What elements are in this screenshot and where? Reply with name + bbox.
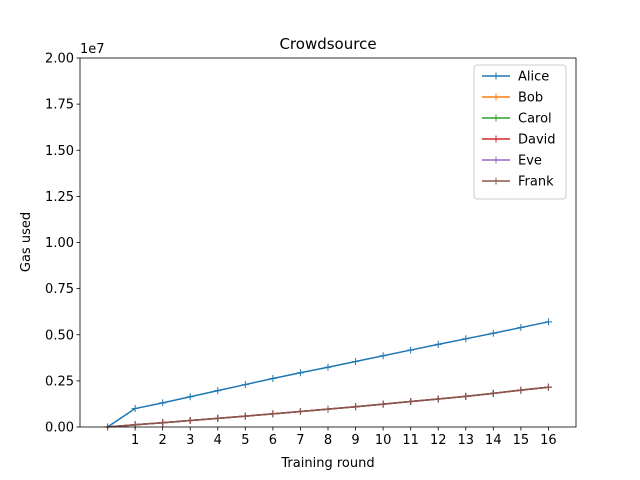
legend-box xyxy=(473,64,567,200)
y-tick-label: 0.50 xyxy=(45,328,74,343)
legend-item-frank: Frank xyxy=(482,175,554,190)
data-point-frank xyxy=(517,386,525,394)
data-point-frank xyxy=(352,403,360,411)
data-point-frank xyxy=(379,400,387,408)
data-point-alice xyxy=(159,399,167,407)
data-point-alice xyxy=(544,318,552,326)
data-point-alice xyxy=(241,381,249,389)
data-point-frank xyxy=(407,398,415,406)
x-tick-label: 5 xyxy=(241,433,249,448)
x-tick-label: 11 xyxy=(402,433,419,448)
x-tick-label: 15 xyxy=(513,433,530,448)
data-point-alice xyxy=(517,324,525,332)
y-axis-offset-text: 1e7 xyxy=(80,42,105,57)
legend-item-david: David xyxy=(482,133,556,148)
legend-marker-david xyxy=(492,135,500,143)
x-tick-label: 7 xyxy=(296,433,304,448)
x-tick-label: 4 xyxy=(214,433,222,448)
data-point-alice xyxy=(434,340,442,348)
y-tick-label: 2.00 xyxy=(45,52,74,67)
data-point-frank xyxy=(489,389,497,397)
data-point-alice xyxy=(489,329,497,337)
legend-label-bob: Bob xyxy=(518,91,543,106)
y-tick-label: 1.75 xyxy=(45,98,74,113)
data-point-alice xyxy=(407,346,415,354)
x-axis-label: Training round xyxy=(280,456,374,471)
x-tick-label: 1 xyxy=(131,433,139,448)
legend-label-carol: Carol xyxy=(518,112,552,127)
x-tick-label: 12 xyxy=(430,433,447,448)
legend-item-alice: Alice xyxy=(482,70,549,85)
legend-item-carol: Carol xyxy=(482,112,552,127)
legend-item-bob: Bob xyxy=(482,91,543,106)
data-point-frank xyxy=(462,392,470,400)
y-tick-label: 0.00 xyxy=(45,421,74,436)
y-axis-label: Gas used xyxy=(19,212,34,272)
chart-title: Crowdsource xyxy=(279,35,376,53)
x-tick-label: 16 xyxy=(540,433,557,448)
y-tick-label: 0.75 xyxy=(45,282,74,297)
y-tick-label: 0.25 xyxy=(45,374,74,389)
legend-label-alice: Alice xyxy=(518,70,549,85)
data-point-frank xyxy=(159,419,167,427)
data-point-alice xyxy=(214,387,222,395)
y-tick-label: 1.50 xyxy=(45,144,74,159)
x-tick-label: 3 xyxy=(186,433,194,448)
y-tick-label: 1.00 xyxy=(45,236,74,251)
x-tick-label: 6 xyxy=(269,433,277,448)
legend-marker-frank xyxy=(492,177,500,185)
x-tick-label: 8 xyxy=(324,433,332,448)
legend-marker-carol xyxy=(492,114,500,122)
data-point-alice xyxy=(352,358,360,366)
data-point-frank xyxy=(269,410,277,418)
data-point-frank xyxy=(544,383,552,391)
plot-area: 1 2 3 4 5 6 7 8 9 10 11 12 13 14 15 160.000.250.500.751… xyxy=(45,52,577,448)
x-tick-label: 14 xyxy=(485,433,502,448)
legend-label-frank: Frank xyxy=(518,175,554,190)
legend-label-eve: Eve xyxy=(518,154,542,169)
data-point-alice xyxy=(379,352,387,360)
x-tick-label: 9 xyxy=(351,433,359,448)
data-point-alice xyxy=(131,405,139,413)
y-tick-label: 1.25 xyxy=(45,190,74,205)
data-point-frank xyxy=(324,405,332,413)
data-point-frank xyxy=(241,412,249,420)
x-tick-label: 2 xyxy=(159,433,167,448)
data-point-alice xyxy=(324,363,332,371)
x-tick-label: 13 xyxy=(458,433,475,448)
legend-marker-alice xyxy=(492,72,500,80)
legend-label-david: David xyxy=(518,133,556,148)
data-point-alice xyxy=(186,393,194,401)
data-point-alice xyxy=(269,374,277,382)
legend-marker-bob xyxy=(492,93,500,101)
series-frank xyxy=(104,383,552,431)
data-point-alice xyxy=(296,369,304,377)
data-point-frank xyxy=(214,414,222,422)
data-point-frank xyxy=(434,395,442,403)
x-tick-label: 10 xyxy=(375,433,392,448)
legend-item-eve: Eve xyxy=(482,154,542,169)
data-point-frank xyxy=(186,417,194,425)
legend: Alice Bob Carol David Eve Frank xyxy=(473,64,567,200)
data-point-frank xyxy=(296,408,304,416)
data-point-alice xyxy=(462,335,470,343)
legend-marker-eve xyxy=(492,156,500,164)
